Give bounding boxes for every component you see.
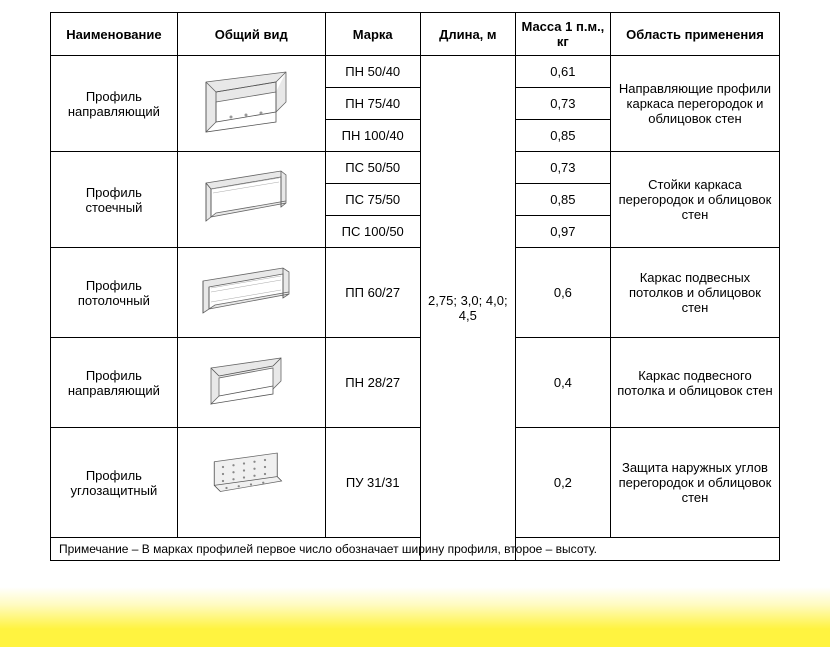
cell-mark: ПС 75/50 bbox=[325, 184, 420, 216]
header-row: Наименование Общий вид Марка Длина, м Ма… bbox=[51, 13, 780, 56]
cell-application: Каркас подвесных потолков и облицовок ст… bbox=[610, 248, 779, 338]
cell-name: Профиль стоечный bbox=[51, 152, 178, 248]
cell-length: 2,75; 3,0; 4,0; 4,5 bbox=[420, 56, 515, 561]
gradient-footer bbox=[0, 587, 830, 647]
cell-mass: 0,2 bbox=[515, 428, 610, 538]
cell-mass: 0,97 bbox=[515, 216, 610, 248]
cell-mass: 0,85 bbox=[515, 184, 610, 216]
cell-name: Профиль направляющий bbox=[51, 338, 178, 428]
cell-mass: 0,73 bbox=[515, 152, 610, 184]
cell-mass: 0,61 bbox=[515, 56, 610, 88]
table-row: Профиль углозащитный ПУ 31/31 0,2 Защита… bbox=[51, 428, 780, 538]
cell-view bbox=[177, 338, 325, 428]
cell-view bbox=[177, 56, 325, 152]
c-profile-icon bbox=[191, 163, 311, 233]
cd-profile-icon bbox=[191, 256, 311, 326]
header-mark: Марка bbox=[325, 13, 420, 56]
cell-mark: ПН 75/40 bbox=[325, 88, 420, 120]
cell-mark: ПН 28/27 bbox=[325, 338, 420, 428]
cell-application: Стойки каркаса перегородок и облицовок с… bbox=[610, 152, 779, 248]
header-length: Длина, м bbox=[420, 13, 515, 56]
header-application: Область применения bbox=[610, 13, 779, 56]
cell-name: Профиль углозащитный bbox=[51, 428, 178, 538]
cell-mark: ПН 50/40 bbox=[325, 56, 420, 88]
cell-mark: ПУ 31/31 bbox=[325, 428, 420, 538]
cell-mass: 0,6 bbox=[515, 248, 610, 338]
table-row: Профиль направляющий ПН 28/27 0,4 Каркас… bbox=[51, 338, 780, 428]
cell-name: Профиль направляющий bbox=[51, 56, 178, 152]
cell-view bbox=[177, 428, 325, 538]
u-profile-icon bbox=[191, 67, 311, 137]
note-row: Примечание – В марках профилей первое чи… bbox=[51, 538, 780, 561]
cell-application: Защита наружных углов перегородок и обли… bbox=[610, 428, 779, 538]
header-mass: Масса 1 п.м., кг bbox=[515, 13, 610, 56]
cell-view bbox=[177, 248, 325, 338]
cell-mark: ПП 60/27 bbox=[325, 248, 420, 338]
cell-mark: ПС 50/50 bbox=[325, 152, 420, 184]
cell-mass: 0,73 bbox=[515, 88, 610, 120]
header-name: Наименование bbox=[51, 13, 178, 56]
cell-mark: ПС 100/50 bbox=[325, 216, 420, 248]
cell-mass: 0,4 bbox=[515, 338, 610, 428]
cell-mark: ПН 100/40 bbox=[325, 120, 420, 152]
cell-name: Профиль потолочный bbox=[51, 248, 178, 338]
note-cell: Примечание – В марках профилей первое чи… bbox=[51, 538, 780, 561]
cell-view bbox=[177, 152, 325, 248]
cell-application: Каркас подвесного потолка и облицовок ст… bbox=[610, 338, 779, 428]
ud-profile-icon bbox=[191, 346, 311, 416]
cell-application: Направляющие профили каркаса перегородок… bbox=[610, 56, 779, 152]
table-row: Профиль стоечный ПС 50/50 0,73 Стойки ка… bbox=[51, 152, 780, 184]
l-profile-icon bbox=[191, 446, 311, 516]
table-row: Профиль потолочный ПП 60/27 0,6 Каркас п… bbox=[51, 248, 780, 338]
profiles-table: Наименование Общий вид Марка Длина, м Ма… bbox=[50, 12, 780, 561]
header-view: Общий вид bbox=[177, 13, 325, 56]
table-row: Профиль направляющий ПН 50/40 2,75; 3,0;… bbox=[51, 56, 780, 88]
cell-mass: 0,85 bbox=[515, 120, 610, 152]
